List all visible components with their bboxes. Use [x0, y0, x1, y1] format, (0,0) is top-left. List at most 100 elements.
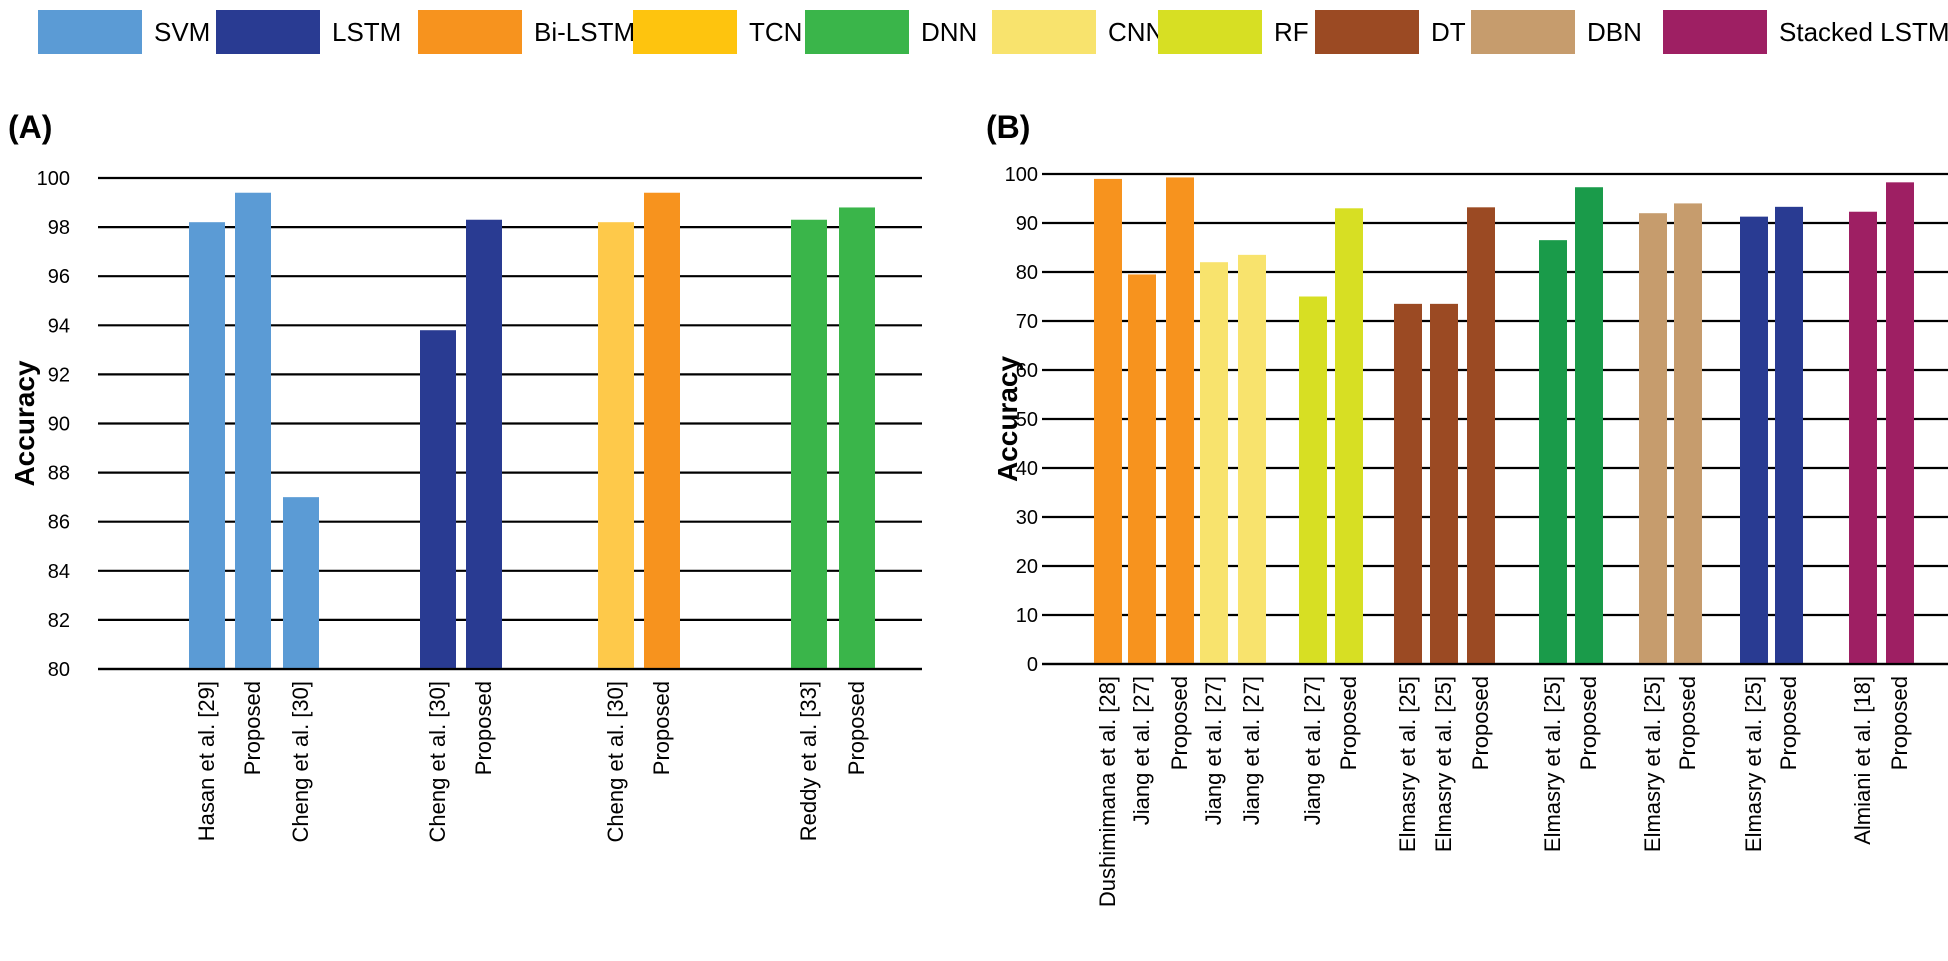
- x-tick-label: Jiang et al. [27]: [1239, 676, 1264, 825]
- legend-item: TCN: [633, 10, 802, 54]
- legend-label: Stacked LSTM: [1779, 16, 1948, 47]
- y-tick-label: 90: [48, 414, 70, 436]
- x-tick-label: Elmasry et al. [25]: [1640, 676, 1665, 852]
- y-tick-label: 86: [48, 512, 70, 534]
- legend: SVM LSTM Bi-LSTM TCN DNN CNN RF DT DBN Stacked LS…: [0, 0, 1948, 60]
- y-tick-label: 40: [1016, 458, 1038, 480]
- y-tick-label: 90: [1016, 213, 1038, 235]
- bar: [189, 222, 225, 669]
- bar: [1575, 187, 1603, 665]
- x-tick-label: Reddy et al. [33]: [796, 681, 821, 841]
- bar: [1775, 206, 1803, 664]
- y-tick-label: 100: [1005, 164, 1038, 186]
- x-tick-label: Hasan et al. [29]: [194, 681, 219, 841]
- legend-item: LSTM: [216, 10, 401, 54]
- bar: [1128, 274, 1156, 664]
- bar: [1639, 213, 1667, 664]
- x-tick-label: Almiani et al. [18]: [1850, 676, 1875, 845]
- x-tick-label: Elmasry et al. [25]: [1540, 676, 1565, 852]
- legend-item: DBN: [1471, 10, 1642, 54]
- x-tick-label: Elmasry et al. [25]: [1741, 676, 1766, 852]
- legend-label: RF: [1274, 16, 1309, 47]
- legend-swatch: [633, 10, 737, 54]
- x-tick-label: Proposed: [1887, 676, 1912, 770]
- y-axis-title: Accuracy: [9, 360, 40, 487]
- y-tick-label: 88: [48, 463, 70, 485]
- x-tick-label: Jiang et al. [27]: [1300, 676, 1325, 825]
- legend-swatch: [216, 10, 320, 54]
- legend-label: DT: [1431, 16, 1466, 47]
- bar: [1430, 303, 1458, 664]
- bar: [283, 497, 319, 669]
- legend-item: CNN: [992, 10, 1164, 54]
- x-tick-label: Cheng et al. [30]: [288, 681, 313, 842]
- legend-item: DT: [1315, 10, 1466, 54]
- legend-swatch: [1471, 10, 1575, 54]
- x-tick-label: Elmasry et al. [25]: [1395, 676, 1420, 852]
- x-tick-label: Proposed: [1576, 676, 1601, 770]
- x-tick-label: Proposed: [1336, 676, 1361, 770]
- bar: [1740, 216, 1768, 664]
- x-tick-label: Proposed: [1675, 676, 1700, 770]
- bar: [420, 330, 456, 669]
- y-tick-label: 94: [48, 315, 70, 337]
- y-tick-label: 82: [48, 610, 70, 632]
- x-tick-label: Cheng et al. [30]: [425, 681, 450, 842]
- x-tick-label: Proposed: [1167, 676, 1192, 770]
- x-tick-label: Proposed: [844, 681, 869, 775]
- bar: [1467, 207, 1495, 664]
- y-tick-label: 0: [1027, 654, 1038, 676]
- bar: [1200, 262, 1228, 664]
- y-tick-label: 96: [48, 266, 70, 288]
- bar: [1238, 254, 1266, 664]
- x-tick-label: Proposed: [240, 681, 265, 775]
- bar: [598, 222, 634, 669]
- y-tick-label: 70: [1016, 311, 1038, 333]
- y-tick-label: 50: [1016, 409, 1038, 431]
- bar: [1394, 303, 1422, 664]
- legend-item: Stacked LSTM: [1663, 10, 1948, 54]
- legend-swatch: [1663, 10, 1767, 54]
- bar: [1849, 211, 1877, 665]
- bar: [839, 207, 875, 669]
- legend-swatch: [805, 10, 909, 54]
- x-tick-label: Jiang et al. [27]: [1129, 676, 1154, 825]
- y-tick-label: 100: [37, 168, 70, 190]
- panel-label: (B): [986, 109, 1030, 145]
- y-tick-label: 10: [1016, 605, 1038, 627]
- y-tick-label: 20: [1016, 556, 1038, 578]
- x-tick-label: Cheng et al. [30]: [603, 681, 628, 842]
- legend-label: SVM: [154, 16, 211, 47]
- bar: [644, 192, 680, 670]
- bar: [1094, 178, 1122, 664]
- legend-label: LSTM: [332, 16, 402, 47]
- legend-swatch: [1158, 10, 1262, 54]
- bar: [1166, 177, 1194, 664]
- bar: [1674, 203, 1702, 664]
- x-tick-label: Dushimimana et al. [28]: [1095, 676, 1120, 907]
- legend-item: RF: [1158, 10, 1309, 54]
- x-tick-label: Proposed: [649, 681, 674, 775]
- x-tick-label: Proposed: [1468, 676, 1493, 770]
- bar: [1335, 208, 1363, 665]
- x-tick-label: Elmasry et al. [25]: [1431, 676, 1456, 852]
- y-tick-label: 98: [48, 217, 70, 239]
- legend-label: DNN: [921, 16, 978, 47]
- y-tick-label: 30: [1016, 507, 1038, 529]
- y-tick-label: 92: [48, 364, 70, 386]
- legend-label: TCN: [749, 16, 803, 47]
- y-tick-label: 60: [1016, 360, 1038, 382]
- bar: [1539, 240, 1567, 664]
- legend-swatch: [992, 10, 1096, 54]
- legend-label: CNN: [1108, 16, 1165, 47]
- bar: [235, 192, 271, 670]
- legend-item: DNN: [805, 10, 977, 54]
- legend-item: SVM: [38, 10, 210, 54]
- y-tick-label: 80: [48, 659, 70, 681]
- legend-label: Bi-LSTM: [534, 16, 636, 47]
- bar: [1299, 296, 1327, 664]
- bar: [466, 219, 502, 670]
- panel-label: (A): [8, 109, 52, 145]
- legend-swatch: [38, 10, 142, 54]
